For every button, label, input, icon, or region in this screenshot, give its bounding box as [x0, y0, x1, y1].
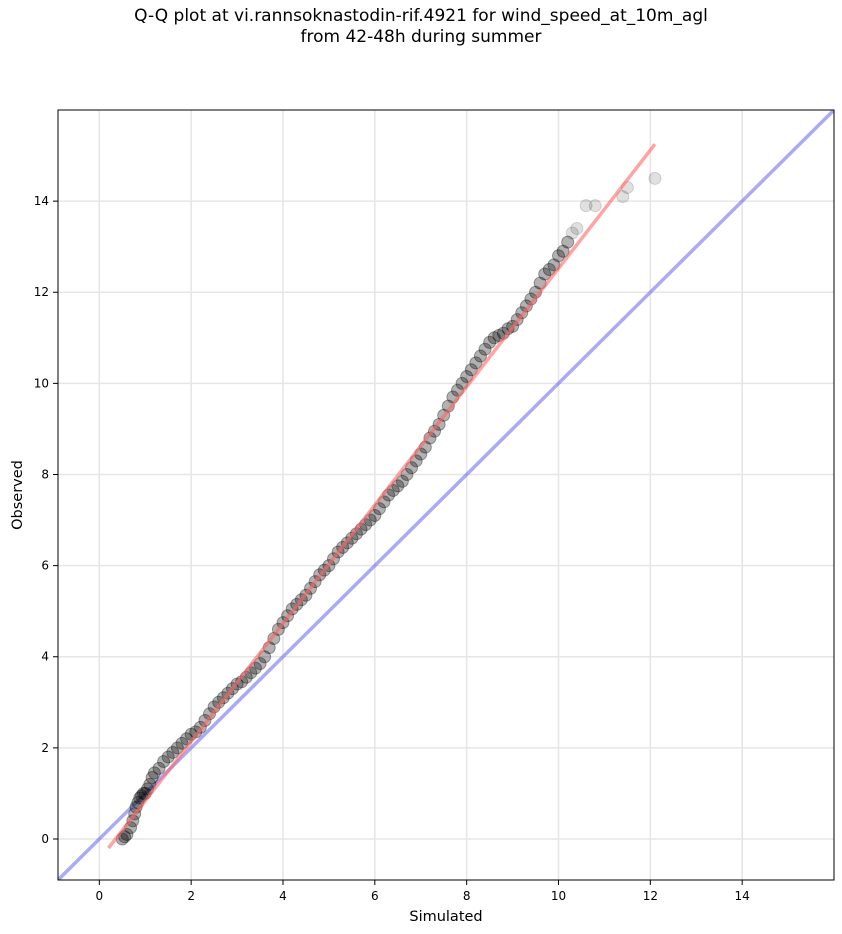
quantile-point	[400, 467, 414, 481]
y-tick-label: 12	[34, 285, 49, 299]
quantile-point	[152, 761, 166, 775]
quantile-point	[551, 249, 565, 263]
quantile-point	[487, 331, 501, 345]
quantile-point	[561, 235, 575, 249]
quantile-point	[570, 221, 584, 235]
quantile-point	[616, 190, 630, 204]
quantile-point	[542, 262, 556, 276]
quantile-point	[166, 745, 180, 759]
chart-title-line-2: from 42-48h during summer	[300, 27, 542, 47]
y-tick-label: 0	[41, 832, 49, 846]
y-axis-label: Observed	[10, 460, 26, 530]
x-axis-ticks: 0 2 4 6 8 10 12 14	[96, 880, 750, 903]
quantile-point	[253, 657, 267, 671]
fit-line	[107, 143, 657, 850]
quantile-point	[161, 750, 175, 764]
x-tick-label: 2	[187, 889, 195, 903]
plot-frame	[57, 109, 835, 881]
y-tick-label: 10	[34, 376, 49, 390]
fit-line-group	[107, 143, 657, 850]
quantile-point	[648, 171, 662, 185]
chart-title-line-1: Q-Q plot at vi.rannsoknastodin-rif.4921 …	[134, 6, 708, 26]
quantile-point	[588, 199, 602, 213]
x-tick-label: 12	[643, 889, 658, 903]
x-tick-label: 6	[371, 889, 379, 903]
quantile-point	[478, 342, 492, 356]
quantile-point	[145, 770, 159, 784]
quantile-point	[579, 199, 593, 213]
chart-title: Q-Q plot at vi.rannsoknastodin-rif.4921 …	[0, 6, 842, 48]
identity-line-group	[58, 110, 834, 880]
y-tick-label: 8	[41, 467, 49, 481]
y-axis-ticks: 0 2 4 6 8 10 12 14	[34, 194, 58, 846]
y-tick-label: 6	[41, 559, 49, 573]
x-tick-label: 10	[551, 889, 566, 903]
quantile-point	[157, 755, 171, 769]
x-tick-label: 4	[279, 889, 287, 903]
x-tick-label: 8	[463, 889, 471, 903]
quantile-point	[464, 363, 478, 377]
x-tick-label: 14	[735, 889, 750, 903]
quantile-point	[483, 335, 497, 349]
quantile-point	[538, 267, 552, 281]
quantile-point	[170, 741, 184, 755]
identity-line	[58, 110, 834, 880]
quantile-point	[469, 356, 483, 370]
y-tick-label: 4	[41, 650, 49, 664]
quantile-point	[565, 226, 579, 240]
quantile-point	[147, 766, 161, 780]
y-tick-label: 14	[34, 194, 49, 208]
quantile-points	[115, 171, 662, 846]
quantile-point	[395, 474, 409, 488]
y-tick-label: 2	[41, 741, 49, 755]
x-axis-label: Simulated	[409, 909, 482, 925]
x-tick-label: 0	[96, 889, 104, 903]
quantile-point	[556, 244, 570, 258]
quantile-point	[473, 349, 487, 363]
